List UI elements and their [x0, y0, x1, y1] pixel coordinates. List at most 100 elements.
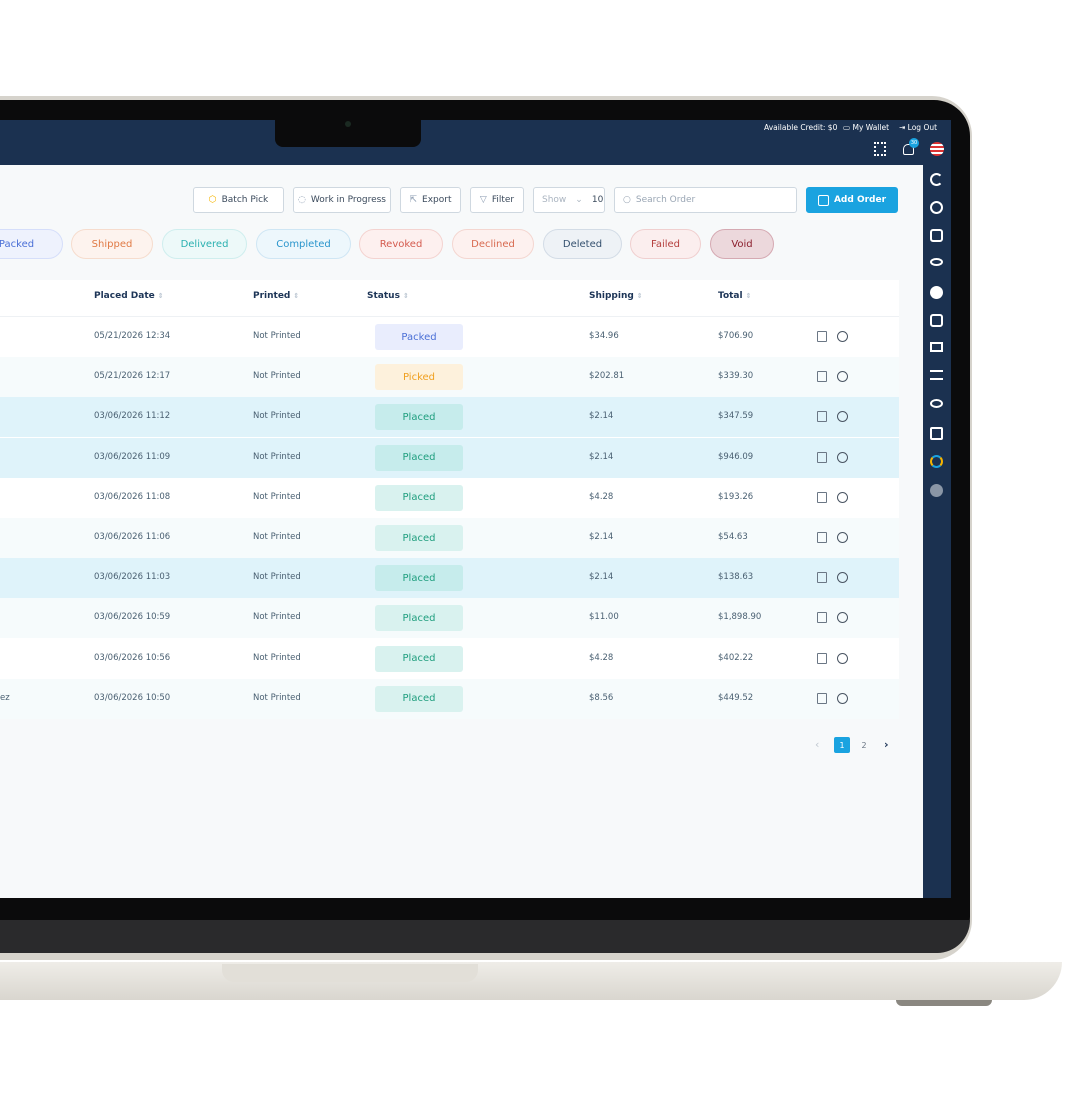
sidebar-icon[interactable] [930, 484, 943, 497]
invoice-icon[interactable] [817, 451, 827, 463]
sort-icon: ⇕ [745, 292, 752, 300]
wallet-label[interactable]: My Wallet [852, 123, 890, 132]
table-row: 03/06/2026 11:06 Not Printed Placed $2.14 $5… [0, 518, 899, 558]
column-header[interactable]: Status ⇕ [367, 291, 409, 301]
laptop-base [0, 962, 1062, 1000]
void-icon[interactable] [837, 572, 848, 584]
printed-cell: Not Printed [253, 612, 301, 623]
chin [0, 920, 970, 953]
table-row: 03/06/2026 10:56 Not Printed Placed $4.28 $4… [0, 638, 899, 679]
printed-cell: Not Printed [253, 572, 301, 583]
invoice-icon[interactable] [817, 652, 827, 664]
add-order-label[interactable]: Add Order [833, 195, 887, 205]
column-label[interactable]: Placed Date [94, 291, 155, 301]
status-badge: Picked [375, 364, 463, 391]
wallet[interactable]: ▭ My Wallet [843, 123, 890, 132]
next-page[interactable]: › [884, 738, 889, 751]
sidebar-icon[interactable] [930, 229, 943, 242]
sidebar-icon[interactable] [930, 258, 943, 266]
void-icon[interactable] [837, 652, 848, 664]
void-icon[interactable] [837, 331, 848, 342]
void-icon[interactable] [837, 532, 848, 543]
button-label[interactable]: Work in Progress [310, 195, 386, 205]
invoice-icon[interactable] [817, 371, 827, 383]
invoice-icon[interactable] [817, 411, 827, 423]
sidebar-icon[interactable] [930, 455, 943, 468]
placed-date-cell: 03/06/2026 11:08 [94, 491, 171, 502]
toolbar-button[interactable]: ⬡ Batch Pick [193, 187, 284, 213]
show-label[interactable]: Show [542, 195, 567, 205]
prev-page[interactable]: ‹ [815, 738, 820, 751]
status-tab[interactable]: Packed [0, 229, 63, 259]
column-header[interactable]: Placed Date ⇕ [94, 291, 164, 301]
sidebar-icon[interactable] [930, 370, 943, 380]
shipping-cell: $2.14 [589, 532, 614, 542]
status-tab[interactable]: Declined [452, 229, 534, 259]
void-icon[interactable] [837, 491, 848, 503]
total-cell: $706.90 [718, 331, 754, 341]
toolbar-button[interactable]: ▽ Filter [470, 187, 524, 213]
column-header[interactable]: Printed ⇕ [253, 291, 299, 301]
invoice-icon[interactable] [817, 491, 827, 503]
search-placeholder[interactable]: Search Order [635, 195, 696, 205]
sidebar-icon[interactable] [930, 201, 943, 214]
column-header[interactable]: Total ⇕ [718, 291, 751, 301]
table-row: 03/06/2026 11:12 Not Printed Placed $2.14 $3… [0, 397, 899, 438]
toolbar-button[interactable]: ⇱ Export [400, 187, 461, 213]
void-icon[interactable] [837, 451, 848, 463]
status-badge: Packed [375, 324, 463, 350]
void-icon[interactable] [837, 411, 848, 423]
invoice-icon[interactable] [817, 331, 827, 342]
sort-icon: ⇕ [402, 292, 409, 300]
show-select[interactable]: Show ⌄ 10 [533, 187, 605, 213]
button-label[interactable]: Filter [491, 195, 515, 205]
bell-icon[interactable] [903, 144, 914, 155]
status-tab[interactable]: Completed [256, 229, 351, 259]
placed-date-cell: 03/06/2026 11:06 [94, 532, 171, 542]
button-icon: ◌ [298, 195, 306, 205]
placed-date-cell: 05/21/2026 12:34 [94, 331, 171, 341]
table-row: 03/06/2026 11:03 Not Printed Placed $2.14 $1… [0, 558, 899, 599]
status-tab[interactable]: Shipped [71, 229, 153, 259]
flag-icon[interactable] [930, 142, 944, 156]
sidebar-icon[interactable] [930, 286, 943, 299]
sidebar-icon[interactable] [930, 173, 943, 186]
status-tab[interactable]: Void [710, 229, 774, 259]
show-value[interactable]: 10 [591, 195, 604, 205]
invoice-icon[interactable] [817, 532, 827, 543]
column-label[interactable]: Shipping [589, 291, 634, 301]
column-label[interactable]: Printed [253, 291, 291, 301]
add-order-button[interactable]: Add Order [806, 187, 898, 213]
invoice-icon[interactable] [817, 612, 827, 624]
column-label[interactable]: Total [718, 291, 743, 301]
printed-cell: Not Printed [253, 491, 301, 502]
column-header[interactable]: Shipping ⇕ [589, 291, 643, 301]
status-tab[interactable]: Failed [630, 229, 701, 259]
void-icon[interactable] [837, 371, 848, 383]
invoice-icon[interactable] [817, 572, 827, 584]
status-tab[interactable]: Deleted [543, 229, 622, 259]
status-badge: Placed [375, 685, 463, 712]
invoice-icon[interactable] [817, 692, 827, 704]
shipping-cell: $202.81 [589, 371, 625, 382]
page-number[interactable]: 1 [834, 737, 850, 753]
placed-date-cell: 03/06/2026 10:56 [94, 652, 171, 663]
apps-icon[interactable] [874, 142, 886, 156]
button-label[interactable]: Batch Pick [221, 195, 269, 205]
sidebar-icon[interactable] [930, 427, 943, 440]
page-number[interactable]: 2 [861, 740, 867, 750]
sidebar-icon[interactable] [930, 314, 943, 327]
column-label[interactable]: Status [367, 291, 400, 301]
void-icon[interactable] [837, 692, 848, 704]
sidebar-icon[interactable] [930, 399, 943, 408]
status-tab[interactable]: Revoked [359, 229, 443, 259]
void-icon[interactable] [837, 612, 848, 624]
sidebar-icon[interactable] [930, 342, 943, 352]
button-label[interactable]: Export [422, 195, 452, 205]
button-icon: ⇱ [409, 195, 418, 205]
toolbar-button[interactable]: ◌ Work in Progress [293, 187, 391, 213]
status-tab[interactable]: Delivered [162, 229, 247, 259]
logout-label[interactable]: Log Out [907, 123, 938, 132]
search-input[interactable]: ○ Search Order [614, 187, 797, 213]
logout[interactable]: ⇥ Log Out [899, 123, 938, 132]
